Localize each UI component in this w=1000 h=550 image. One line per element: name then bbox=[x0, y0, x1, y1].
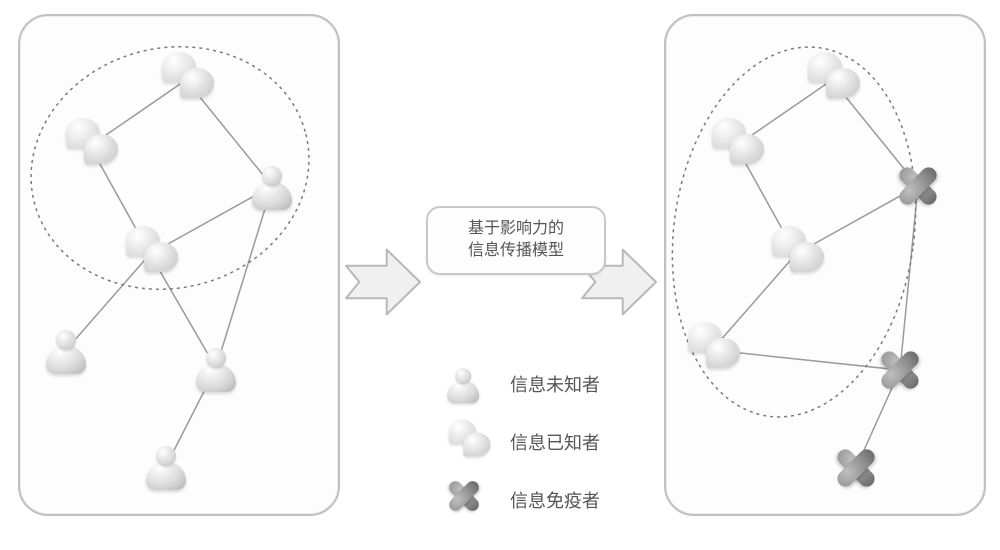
node-person bbox=[144, 438, 188, 494]
legend-label: 信息已知者 bbox=[510, 429, 600, 455]
legend-glyph-known bbox=[446, 420, 491, 465]
legend-glyph-immune bbox=[446, 478, 491, 523]
node-known bbox=[62, 118, 118, 174]
node-known bbox=[158, 52, 214, 108]
legend: 信息未知者信息已知者信息免疫者 bbox=[440, 360, 600, 534]
node-known bbox=[122, 226, 178, 282]
model-label-line1: 基于影响力的 bbox=[442, 218, 590, 240]
node-immune bbox=[895, 163, 941, 209]
legend-label: 信息免疫者 bbox=[510, 487, 600, 513]
legend-row: 信息免疫者 bbox=[440, 476, 600, 524]
legend-row: 信息已知者 bbox=[440, 418, 600, 466]
node-known bbox=[684, 322, 740, 378]
model-label-line2: 信息传播模型 bbox=[442, 240, 590, 262]
diagram-stage: 基于影响力的 信息传播模型 信息未知者信息已知者信息免疫者 bbox=[0, 0, 1000, 550]
node-known bbox=[768, 226, 824, 282]
flow-arrow bbox=[346, 250, 420, 315]
node-known bbox=[804, 52, 860, 108]
node-person bbox=[194, 340, 238, 396]
legend-row: 信息未知者 bbox=[440, 360, 600, 408]
node-known bbox=[708, 118, 764, 174]
node-immune bbox=[833, 445, 879, 491]
model-label-box: 基于影响力的 信息传播模型 bbox=[426, 206, 606, 275]
node-immune bbox=[877, 347, 923, 393]
node-person bbox=[44, 322, 88, 378]
legend-glyph-person bbox=[446, 362, 491, 407]
node-person bbox=[250, 158, 294, 214]
legend-label: 信息未知者 bbox=[510, 371, 600, 397]
